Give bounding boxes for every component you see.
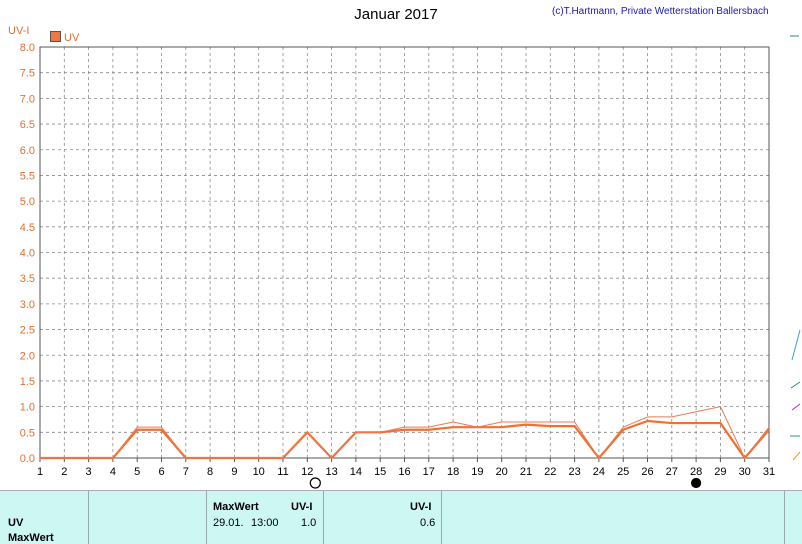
full-moon-icon: [309, 477, 321, 489]
x-tick-label: 3: [86, 466, 92, 478]
x-tick-label: 27: [666, 466, 678, 478]
mean-value: 0.6: [420, 517, 436, 529]
x-tick-label: 17: [423, 466, 435, 478]
credit-text: (c)T.Hartmann, Private Wetterstation Bal…: [552, 6, 769, 17]
y-tick-label: 4.5: [20, 222, 35, 234]
x-tick-label: 23: [568, 466, 580, 478]
chart-series: [40, 406, 770, 460]
y-tick-label: 5.5: [20, 170, 35, 182]
x-tick-label: 1: [37, 466, 43, 478]
table-label-column: UV MaxWert: [0, 491, 88, 544]
x-tick-label: 5: [134, 466, 140, 478]
x-tick-label: 10: [253, 466, 265, 478]
series-line-uv: [40, 419, 770, 460]
y-tick-label: 2.0: [20, 350, 35, 362]
x-tick-label: 11: [277, 466, 288, 478]
mean-uv-header: UV-I: [410, 501, 432, 513]
max-time: 13:00: [251, 517, 279, 529]
x-tick-label: 20: [496, 466, 508, 478]
x-tick-label: 14: [350, 466, 362, 478]
y-tick-label: 2.5: [20, 325, 35, 337]
y-tick-label: 0.0: [20, 453, 35, 465]
x-tick-label: 2: [61, 466, 67, 478]
x-tick-label: 16: [398, 466, 410, 478]
table-max-column: MaxWert UV-I 29.01. 13:00 1.0: [206, 491, 324, 544]
x-tick-label: 28: [690, 466, 702, 478]
x-tick-label: 12: [301, 466, 313, 478]
x-tick-label: 6: [158, 466, 164, 478]
y-axis-ticks: 0.0 0.5 1.0 1.5 2.0 2.5 3.0 3.5 4.0 4.5 5.0 5.5 6.0 6…: [20, 42, 35, 465]
y-tick-label: 1.0: [20, 402, 35, 414]
x-tick-label: 13: [325, 466, 337, 478]
y-tick-label: 7.0: [20, 93, 35, 105]
new-moon-icon: [690, 477, 702, 489]
y-tick-label: 3.5: [20, 273, 35, 285]
table-mean-column: UV-I 0.6: [323, 491, 442, 544]
y-tick-label: 4.0: [20, 248, 35, 260]
x-tick-label: 22: [544, 466, 556, 478]
table-empty-column: [88, 491, 207, 544]
legend-swatch-uv: [50, 31, 61, 42]
x-tick-label: 21: [520, 466, 532, 478]
x-tick-label: 26: [641, 466, 653, 478]
row-label-uv: UV: [8, 517, 24, 529]
x-tick-label: 15: [374, 466, 386, 478]
x-tick-label: 7: [183, 466, 189, 478]
table-filler-column: [441, 491, 785, 544]
x-tick-label: 19: [471, 466, 483, 478]
x-tick-label: 9: [231, 466, 237, 478]
x-tick-label: 18: [447, 466, 459, 478]
y-tick-label: 6.0: [20, 145, 35, 157]
chart-title: Januar 2017: [354, 6, 438, 23]
y-tick-label: 5.0: [20, 196, 35, 208]
max-header: MaxWert: [213, 501, 259, 513]
right-edge-artifacts: [790, 35, 801, 461]
table-right-column: [784, 491, 802, 544]
y-tick-label: 7.5: [20, 68, 35, 80]
x-tick-label: 29: [714, 466, 726, 478]
row-label-maxwert: MaxWert: [8, 532, 54, 544]
y-axis-label: UV-I: [8, 25, 30, 37]
max-uv-header: UV-I: [291, 501, 313, 513]
x-tick-label: 30: [739, 466, 751, 478]
x-tick-label: 25: [617, 466, 629, 478]
x-tick-label: 24: [593, 466, 605, 478]
chart-grid: [40, 47, 769, 458]
legend: UV: [50, 31, 79, 44]
summary-table: UV MaxWert MaxWert UV-I 29.01. 13:00 1.0…: [0, 490, 802, 544]
series-line-uv-max: [40, 406, 770, 459]
y-tick-label: 0.5: [20, 427, 35, 439]
x-tick-label: 4: [110, 466, 116, 478]
x-axis-ticks: 1 2 3 4 5 6 7 8 9 10 11 12 13 14 15 16 17 18 19 20 21 22 23 24 2…: [37, 458, 775, 478]
x-tick-label: 8: [207, 466, 213, 478]
uv-chart: 0.0 0.5 1.0 1.5 2.0 2.5 3.0 3.5 4.0 4.5 5.0 5.5 6.0 6…: [20, 35, 801, 489]
max-value: 1.0: [301, 517, 317, 529]
max-date: 29.01.: [213, 517, 244, 529]
legend-label-uv: UV: [64, 32, 80, 44]
y-tick-label: 6.5: [20, 119, 35, 131]
y-tick-label: 8.0: [20, 42, 35, 54]
moon-phase-markers: [309, 477, 702, 489]
x-tick-label: 31: [763, 466, 775, 478]
y-tick-label: 1.5: [20, 376, 35, 388]
y-tick-label: 3.0: [20, 299, 35, 311]
